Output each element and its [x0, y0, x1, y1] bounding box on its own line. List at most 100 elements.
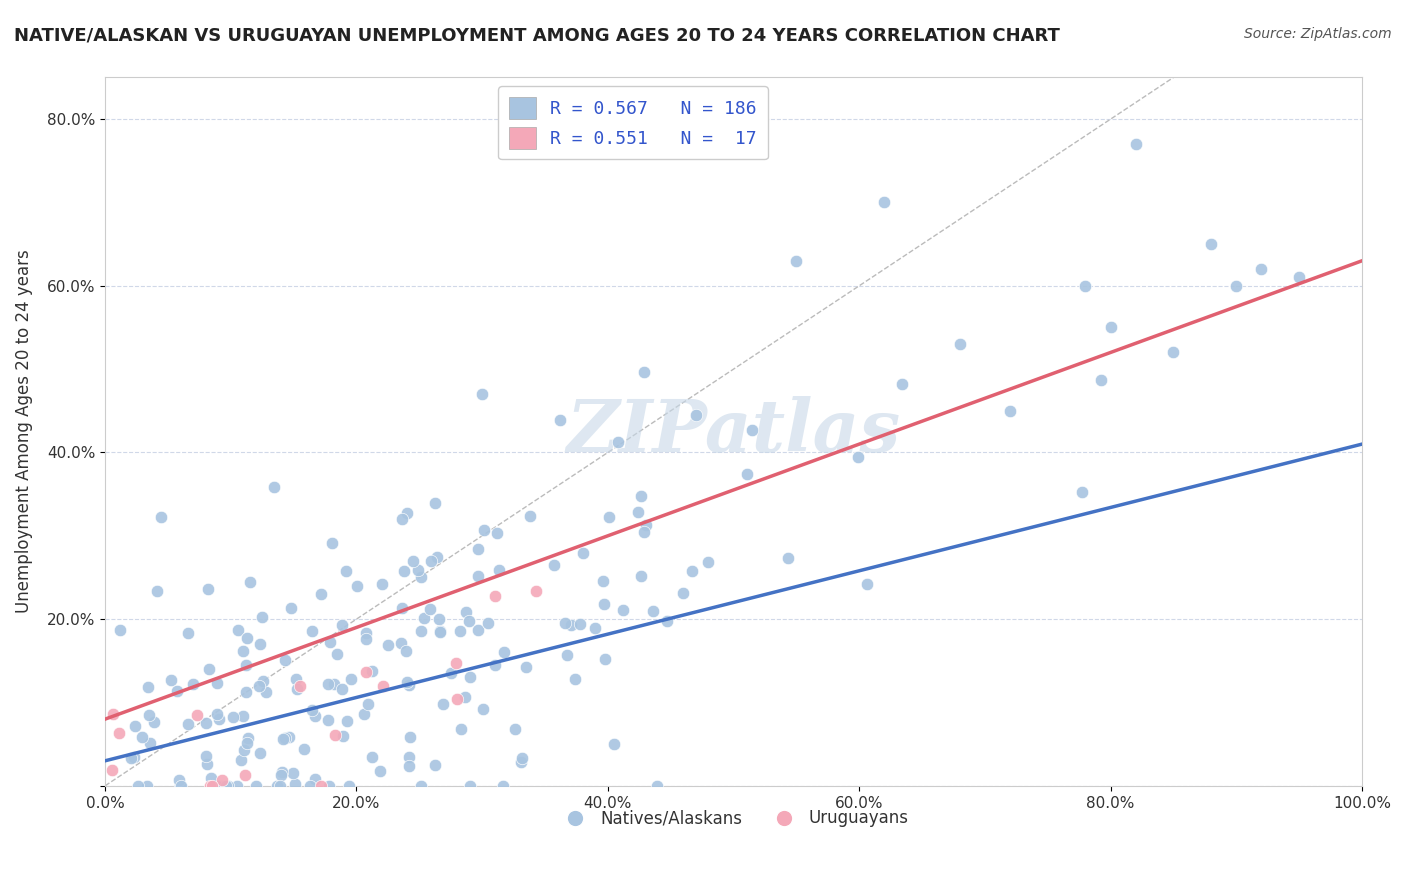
Point [1288, 270, 1310, 285]
Point [254, 685, 277, 699]
Point [418, 602, 440, 616]
Point [550, 413, 572, 427]
Point [409, 779, 432, 793]
Point [131, 731, 153, 745]
Point [396, 675, 419, 690]
Point [232, 644, 254, 658]
Point [419, 554, 441, 568]
Point [411, 624, 433, 638]
Point [101, 764, 124, 778]
Point [301, 703, 323, 717]
Point [198, 662, 221, 676]
Point [398, 750, 420, 764]
Point [873, 195, 896, 210]
Point [209, 779, 232, 793]
Point [198, 779, 221, 793]
Point [287, 682, 309, 697]
Point [235, 768, 257, 782]
Point [304, 772, 326, 786]
Point [406, 563, 429, 577]
Point [486, 526, 509, 541]
Point [471, 387, 494, 401]
Point [340, 672, 363, 686]
Point [457, 614, 479, 628]
Point [215, 779, 238, 793]
Point [524, 584, 547, 599]
Point [503, 722, 526, 736]
Point [593, 652, 616, 666]
Point [645, 779, 668, 793]
Point [197, 582, 219, 596]
Point [409, 569, 432, 583]
Point [856, 577, 879, 591]
Point [197, 756, 219, 771]
Point [572, 546, 595, 560]
Point [186, 707, 208, 722]
Point [330, 618, 353, 632]
Point [323, 728, 346, 742]
Point [398, 759, 420, 773]
Point [274, 731, 297, 745]
Point [354, 632, 377, 646]
Point [391, 601, 413, 615]
Point [484, 658, 506, 673]
Point [177, 625, 200, 640]
Point [356, 626, 378, 640]
Point [633, 524, 655, 539]
Point [263, 480, 285, 494]
Point [247, 679, 270, 693]
Point [299, 779, 322, 793]
Point [304, 708, 326, 723]
Point [606, 435, 628, 450]
Point [454, 690, 477, 704]
Point [450, 723, 472, 737]
Point [1099, 320, 1122, 334]
Point [292, 742, 315, 756]
Point [603, 737, 626, 751]
Point [110, 624, 132, 638]
Point [321, 536, 343, 550]
Point [510, 755, 533, 769]
Point [1250, 262, 1272, 277]
Point [564, 672, 586, 686]
Point [236, 731, 259, 745]
Point [368, 764, 391, 778]
Point [356, 697, 378, 711]
Text: ZIPatlas: ZIPatlas [567, 396, 901, 467]
Point [337, 779, 360, 793]
Point [245, 779, 267, 793]
Point [568, 617, 591, 632]
Point [444, 657, 467, 671]
Point [281, 766, 304, 780]
Point [252, 673, 274, 688]
Point [318, 779, 340, 793]
Point [124, 718, 146, 732]
Point [346, 579, 368, 593]
Point [458, 779, 481, 793]
Point [353, 706, 375, 721]
Point [195, 749, 218, 764]
Point [697, 555, 720, 569]
Point [510, 751, 533, 765]
Point [1125, 137, 1147, 152]
Point [309, 587, 332, 601]
Point [222, 710, 245, 724]
Point [361, 664, 384, 678]
Point [491, 779, 513, 793]
Point [484, 590, 506, 604]
Point [309, 779, 332, 793]
Point [492, 645, 515, 659]
Point [488, 563, 510, 577]
Point [472, 523, 495, 537]
Point [446, 691, 468, 706]
Point [160, 673, 183, 687]
Point [1071, 484, 1094, 499]
Point [1225, 278, 1247, 293]
Text: NATIVE/ALASKAN VS URUGUAYAN UNEMPLOYMENT AMONG AGES 20 TO 24 YEARS CORRELATION C: NATIVE/ALASKAN VS URUGUAYAN UNEMPLOYMENT… [14, 27, 1060, 45]
Point [560, 618, 582, 632]
Point [515, 660, 537, 674]
Point [598, 510, 620, 524]
Point [427, 612, 450, 626]
Point [998, 404, 1021, 418]
Point [593, 597, 616, 611]
